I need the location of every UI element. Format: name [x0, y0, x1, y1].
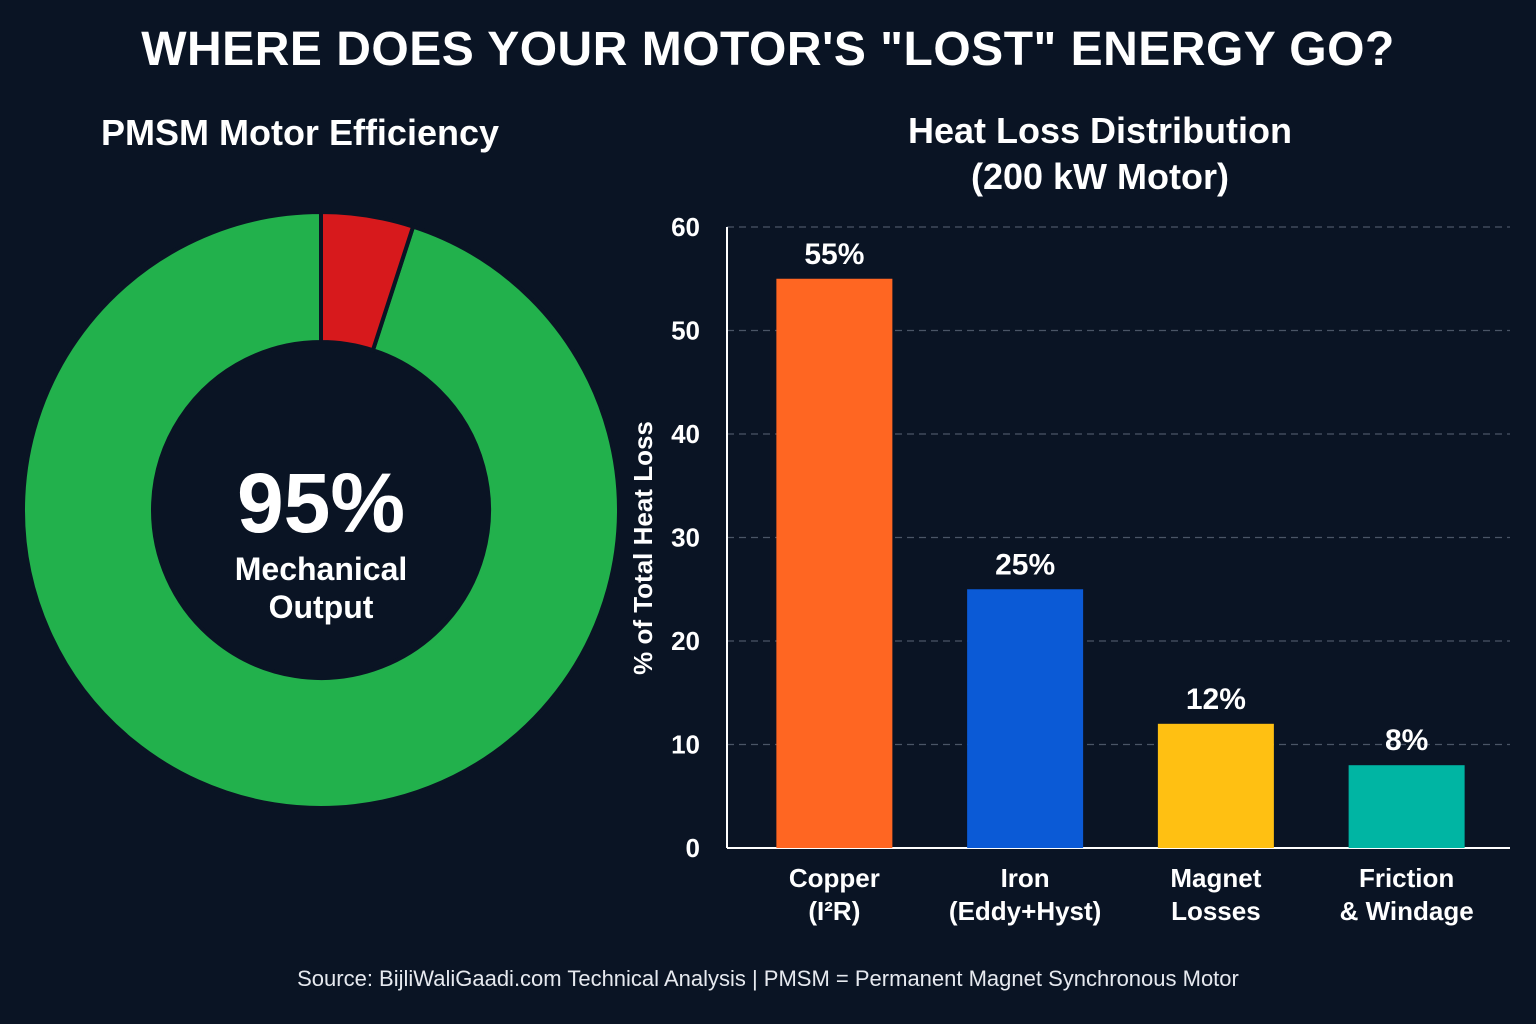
y-tick-label: 0 — [686, 833, 700, 863]
bar-chart-title: Heat Loss Distribution (200 kW Motor) — [800, 108, 1400, 200]
x-category-label: Iron — [1001, 863, 1050, 893]
source-footer: Source: BijliWaliGaadi.com Technical Ana… — [297, 966, 1239, 991]
y-tick-label: 10 — [671, 730, 700, 760]
x-category-label: Losses — [1171, 896, 1261, 926]
bar-chart-title-line-2: (200 kW Motor) — [970, 156, 1229, 197]
bar-value-label: 8% — [1385, 724, 1428, 757]
x-category-label: Friction — [1359, 863, 1454, 893]
x-category-label: (Eddy+Hyst) — [949, 896, 1101, 926]
donut-slice-mechanical-output — [21, 209, 621, 810]
bar-chart-title-line-1: Heat Loss Distribution — [907, 110, 1293, 151]
bar-chart: 0 10 20 30 40 50 60 % of Total Heat Loss 55% Copp… — [628, 212, 1510, 926]
bar-friction — [1348, 765, 1465, 848]
bar-value-label: 25% — [995, 548, 1055, 581]
x-category-label: & Windage — [1340, 896, 1474, 926]
x-category-label: Magnet — [1170, 863, 1261, 893]
donut-center-label-line-2: Output — [269, 589, 374, 625]
bar-value-label: 12% — [1186, 683, 1246, 716]
y-tick-label: 50 — [671, 316, 700, 346]
bar-value-label: 55% — [804, 238, 864, 271]
y-tick-label: 40 — [671, 419, 700, 449]
donut-chart-title: PMSM Motor Efficiency — [100, 112, 500, 153]
y-axis-label: % of Total Heat Loss — [628, 421, 658, 675]
donut-center-label-line-1: Mechanical — [235, 551, 408, 587]
bar-iron — [967, 589, 1084, 848]
donut-slice-losses — [319, 209, 416, 353]
donut-center-value: 95% — [237, 456, 405, 550]
x-category-label: Copper — [789, 863, 880, 893]
y-tick-label: 60 — [671, 212, 700, 242]
bar-magnet — [1157, 723, 1274, 848]
y-tick-label: 30 — [671, 523, 700, 553]
y-tick-label: 20 — [671, 626, 700, 656]
bar-copper — [776, 278, 893, 848]
main-title: WHERE DOES YOUR MOTOR'S "LOST" ENERGY GO… — [141, 23, 1395, 76]
x-category-label: (I²R) — [808, 896, 860, 926]
